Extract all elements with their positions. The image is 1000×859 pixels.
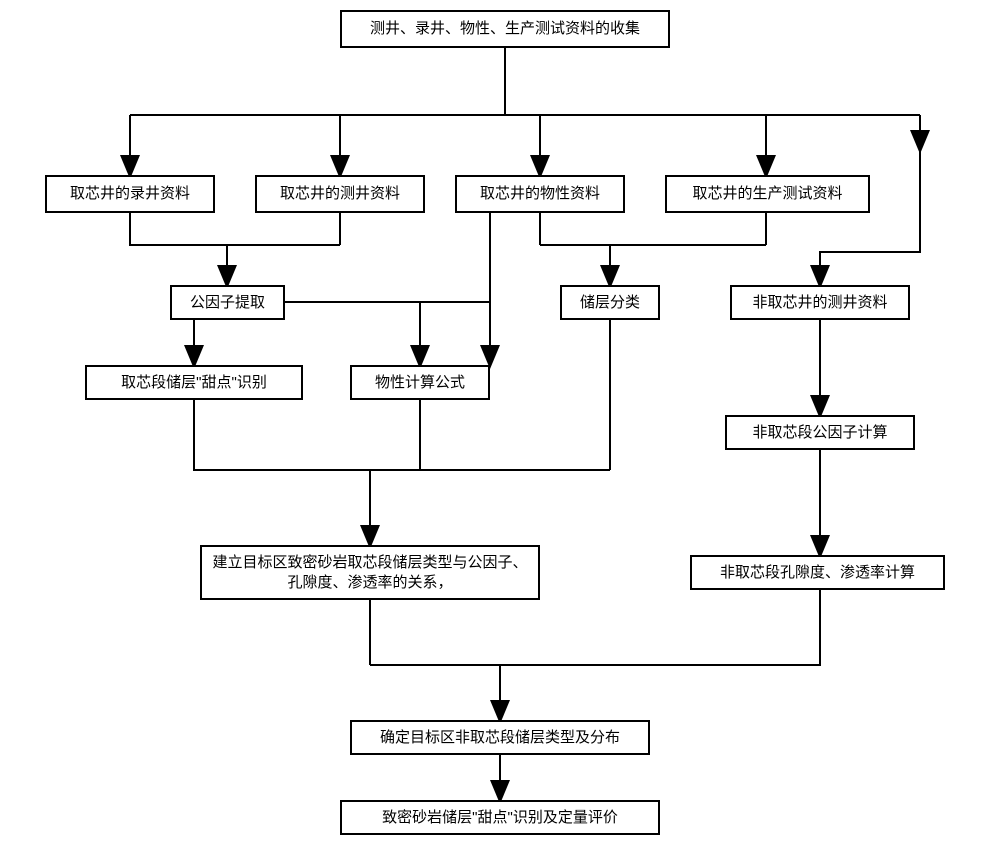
flowchart-node-n12: 非取芯段孔隙度、渗透率计算 (690, 555, 945, 590)
flowchart-node-n9: 物性计算公式 (350, 365, 490, 400)
flowchart-node-n6: 储层分类 (560, 285, 660, 320)
flowchart-node-n7: 非取芯井的测井资料 (730, 285, 910, 320)
flowchart-node-n1: 取芯井的录井资料 (45, 175, 215, 213)
flowchart-node-n10: 非取芯段公因子计算 (725, 415, 915, 450)
flowchart-node-n4: 取芯井的生产测试资料 (665, 175, 870, 213)
flowchart-node-n14: 致密砂岩储层"甜点"识别及定量评价 (340, 800, 660, 835)
flowchart-node-n5: 公因子提取 (170, 285, 285, 320)
flowchart-node-n0: 测井、录井、物性、生产测试资料的收集 (340, 10, 670, 48)
flowchart-node-n3: 取芯井的物性资料 (455, 175, 625, 213)
flowchart-node-n2: 取芯井的测井资料 (255, 175, 425, 213)
flowchart-node-n13: 确定目标区非取芯段储层类型及分布 (350, 720, 650, 755)
flowchart-node-n8: 取芯段储层"甜点"识别 (85, 365, 303, 400)
flowchart-node-n11: 建立目标区致密砂岩取芯段储层类型与公因子、孔隙度、渗透率的关系， (200, 545, 540, 600)
